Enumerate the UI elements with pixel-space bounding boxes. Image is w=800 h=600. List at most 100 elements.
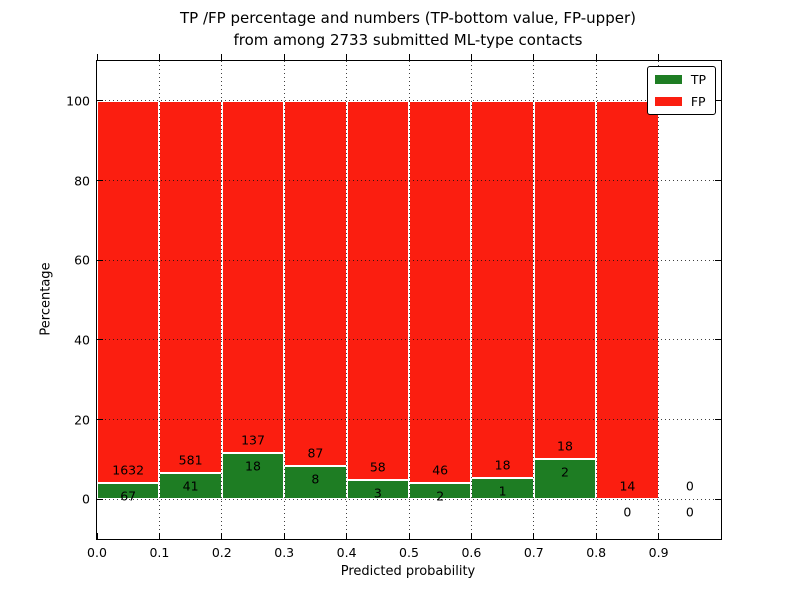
tp-legend-label: TP [690,72,706,87]
x-tick-mark-top [346,54,348,60]
fp-count-label: 14 [619,478,636,494]
gridline-horizontal [97,100,721,102]
fp-bar-segment [159,100,222,473]
fp-bar-segment [471,100,534,479]
legend-entry-fp: FP [654,94,706,109]
x-tick-mark-top [283,54,285,60]
tp-count-label: 2 [561,464,569,480]
tp-count-label: 8 [311,471,320,487]
gridline-vertical [533,61,535,539]
y-tick-mark [97,498,103,500]
tp-count-label: 3 [373,485,382,501]
fp-count-label: 87 [307,445,324,461]
fp-count-label: 18 [557,438,573,454]
fp-count-label: 0 [685,478,694,494]
gridline-horizontal [97,419,721,420]
x-tick-mark-top [470,54,472,60]
fp-count-label: 1632 [112,462,145,478]
fp-bar-segment [533,100,597,460]
fp-count-label: 137 [241,432,265,448]
tp-bar-segment [471,478,534,500]
y-tick-mark-right [715,419,721,420]
gridline-horizontal [97,180,721,181]
y-tick-mark [97,419,103,420]
x-tick-mark [595,533,597,539]
x-tick-mark-top [533,54,535,60]
x-tick-mark-top [158,54,160,60]
fp-bar-segment [409,100,472,483]
y-tick-label: 20 [74,412,90,427]
tp-count-label: 0 [623,504,632,520]
y-tick-mark-right [715,100,721,102]
legend-entry-tp: TP [654,72,706,87]
tp-bar-segment [159,472,222,500]
y-tick-mark-right [715,498,721,500]
x-tick-label: 0.6 [461,545,482,560]
tp-legend-swatch [654,75,682,84]
fp-bar-segment [97,100,160,484]
x-tick-label: 0.1 [149,545,170,560]
legend: TP FP [646,66,716,115]
x-tick-mark [221,533,223,539]
fp-bar-segment [221,100,285,453]
x-tick-mark [658,533,660,539]
tp-bar-segment [284,465,347,500]
gridline-vertical [658,61,660,539]
y-tick-mark-right [715,259,721,261]
y-tick-label: 0 [82,491,90,507]
plot-area: TP FP 1632 67 581 41 137 18 87 8 58 3 46 2 18 1 18 2 14 0… [66,54,722,560]
x-tick-mark-top [96,54,98,60]
x-tick-mark-top [595,54,597,60]
x-tick-label: 0.4 [336,545,357,560]
fp-bar-segment [346,100,409,480]
x-tick-mark-top [658,54,660,60]
y-tick-label: 60 [74,252,90,268]
fp-legend-swatch [654,97,682,106]
x-tick-mark [533,533,535,539]
gridline-vertical [408,61,410,539]
x-tick-label: 0.5 [399,545,419,560]
gridline-vertical [346,61,348,539]
chart-title-line1: TP /FP percentage and numbers (TP-bottom… [180,9,636,27]
y-axis-label: Percentage [38,262,54,336]
x-axis-label: Predicted probability [340,564,476,579]
tp-count-label: 2 [436,488,445,504]
y-tick-mark-right [715,180,721,181]
gridline-vertical [221,61,223,539]
x-tick-label: 0.8 [586,545,607,560]
y-tick-mark [97,259,103,261]
y-tick-label: 40 [74,332,90,348]
tp-bar-segment [221,452,285,500]
x-tick-mark [346,533,348,539]
x-tick-label: 0.9 [648,545,669,560]
gridline-vertical [470,61,472,539]
fp-count-label: 46 [432,462,449,478]
y-tick-mark-right [715,339,721,341]
gridline-vertical [158,61,160,539]
fp-bar-segment [284,100,347,466]
x-tick-mark [470,533,472,539]
y-tick-label: 80 [74,173,90,188]
tp-count-label: 18 [245,458,261,474]
x-tick-mark [158,533,160,539]
x-tick-label: 0.7 [523,545,544,560]
x-tick-mark-top [221,54,223,60]
chart-title-line2: from among 2733 submitted ML-type contac… [233,31,583,49]
tp-count-label: 67 [120,488,137,504]
gridline-vertical [283,61,285,539]
x-tick-mark-top [408,54,410,60]
tp-count-label: 0 [685,504,694,520]
gridline-horizontal [97,339,721,341]
x-tick-label: 0.0 [87,545,107,560]
fp-legend-label: FP [690,94,706,109]
gridline-horizontal [97,498,721,500]
gridline-vertical [595,61,597,539]
y-tick-mark [97,339,103,341]
y-tick-mark [97,100,103,102]
y-tick-label: 100 [66,93,90,109]
fp-count-label: 581 [178,452,203,468]
tp-count-label: 1 [498,483,507,499]
fp-count-label: 18 [494,457,511,473]
tp-count-label: 41 [182,478,199,494]
